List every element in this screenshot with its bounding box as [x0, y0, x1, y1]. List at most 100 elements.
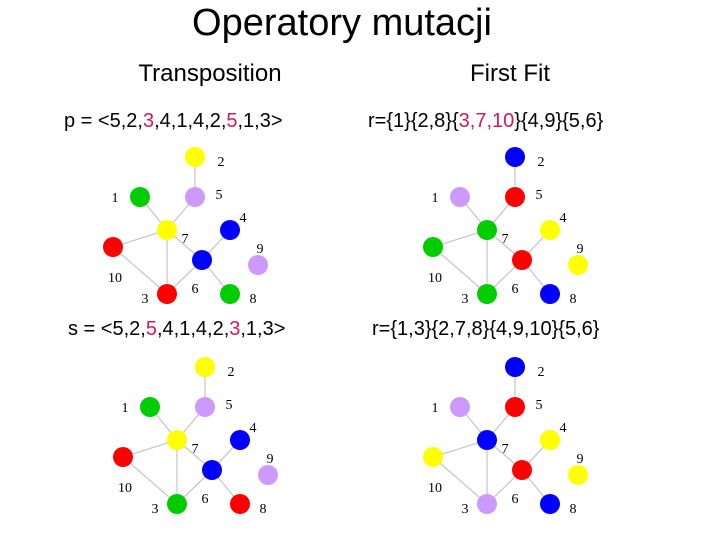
graph-node-9: [568, 255, 588, 275]
graph-node-10: [113, 447, 133, 467]
graph-s: 1 2 3 4 5 6 7 8 9 10: [113, 357, 278, 517]
formula-p: p = <5,2,3,4,1,4,2,5,1,3>: [64, 110, 283, 133]
graph-node-label-4: 4: [250, 421, 257, 436]
graph-node-label-10: 10: [108, 271, 122, 286]
graph-node-10: [423, 447, 443, 467]
graph-node-label-6: 6: [512, 282, 519, 297]
graph-node-label-5: 5: [226, 398, 233, 413]
graph-node-label-2: 2: [538, 365, 545, 380]
graph-node-3: [477, 284, 497, 304]
graph-r-bottom: 1 2 3 4 5 6 7 8 9 10: [423, 357, 588, 517]
graph-node-8: [230, 494, 250, 514]
graph-node-label-4: 4: [560, 421, 567, 436]
graph-node-label-4: 4: [560, 211, 567, 226]
graph-node-2: [185, 147, 205, 167]
graph-p: 1 2 3 4 5 6 7 8 9 10: [103, 147, 268, 307]
graph-node-label-10: 10: [428, 481, 442, 496]
graph-node-label-6: 6: [202, 492, 209, 507]
graph-node-label-10: 10: [118, 481, 132, 496]
column-header-transposition: Transposition: [138, 60, 282, 87]
graph-node-1: [450, 397, 470, 417]
graph-node-label-4: 4: [240, 211, 247, 226]
graph-node-5: [505, 187, 525, 207]
graph-node-label-1: 1: [122, 401, 129, 416]
graph-node-4: [540, 220, 560, 240]
graph-node-6: [202, 460, 222, 480]
graph-node-label-9: 9: [257, 242, 264, 257]
formula-segment: 3,7,10: [458, 110, 515, 132]
graph-node-label-1: 1: [432, 401, 439, 416]
graph-node-label-1: 1: [112, 191, 119, 206]
graph-node-label-5: 5: [536, 398, 543, 413]
formula-segment: 5: [226, 110, 238, 132]
graph-node-4: [230, 430, 250, 450]
graph-node-8: [220, 284, 240, 304]
graph-node-9: [568, 465, 588, 485]
graph-node-3: [477, 494, 497, 514]
graph-node-1: [450, 187, 470, 207]
graph-node-label-2: 2: [228, 365, 235, 380]
graph-node-10: [103, 237, 123, 257]
graph-node-label-3: 3: [462, 502, 469, 517]
graph-edge-10-3: [122, 456, 178, 505]
graph-node-5: [185, 187, 205, 207]
graph-node-6: [512, 250, 532, 270]
graph-node-6: [192, 250, 212, 270]
graph-node-label-9: 9: [267, 452, 274, 467]
graph-node-6: [512, 460, 532, 480]
formula-segment: 3: [142, 110, 155, 132]
graph-node-7: [167, 430, 187, 450]
graph-node-2: [505, 357, 525, 377]
formula-segment: ,1,3>: [240, 318, 286, 340]
graph-node-10: [423, 237, 443, 257]
graph-node-8: [540, 284, 560, 304]
formula-segment: 5: [145, 318, 157, 340]
graph-node-label-8: 8: [250, 292, 257, 307]
graph-node-8: [540, 494, 560, 514]
graph-node-label-5: 5: [536, 188, 543, 203]
graph-node-label-6: 6: [512, 492, 519, 507]
graph-node-5: [195, 397, 215, 417]
graph-node-label-3: 3: [142, 292, 149, 307]
graph-node-2: [195, 357, 215, 377]
formula-segment: 3: [229, 318, 241, 340]
graph-edge-10-3: [112, 246, 168, 295]
graph-node-label-1: 1: [432, 191, 439, 206]
formula-r-top: r={1}{2,8}{3,7,10}{4,9}{5,6}: [368, 110, 603, 133]
graph-node-9: [258, 465, 278, 485]
graph-node-4: [540, 430, 560, 450]
graph-node-1: [140, 397, 160, 417]
graph-node-7: [477, 430, 497, 450]
formula-segment: p = <5,2,: [64, 110, 143, 132]
graph-node-label-5: 5: [216, 188, 223, 203]
formula-segment: ,4,1,4,2,: [156, 318, 230, 340]
graph-node-7: [477, 220, 497, 240]
formula-r-bottom: r={1,3}{2,7,8}{4,9,10}{5,6}: [372, 318, 599, 341]
formula-segment: s = <5,2,: [68, 318, 146, 340]
graph-node-4: [220, 220, 240, 240]
graph-node-7: [157, 220, 177, 240]
graph-node-label-2: 2: [218, 155, 225, 170]
graph-node-label-8: 8: [260, 502, 267, 517]
graph-node-label-3: 3: [152, 502, 159, 517]
graph-node-label-3: 3: [462, 292, 469, 307]
formula-segment: ,4,1,4,2,: [154, 110, 227, 132]
formula-segment: r={1}{2,8}{: [368, 110, 459, 132]
slide-title: Operatory mutacji: [192, 2, 492, 44]
formula-segment: ,1,3>: [237, 110, 283, 132]
graph-node-3: [157, 284, 177, 304]
graph-node-label-2: 2: [538, 155, 545, 170]
graph-node-label-7: 7: [502, 442, 509, 457]
graph-node-label-8: 8: [570, 292, 577, 307]
graph-node-label-6: 6: [192, 282, 199, 297]
graph-node-5: [505, 397, 525, 417]
graph-node-label-7: 7: [502, 232, 509, 247]
graph-node-label-9: 9: [577, 452, 584, 467]
graph-node-2: [505, 147, 525, 167]
graph-node-1: [130, 187, 150, 207]
graph-node-3: [167, 494, 187, 514]
graph-node-label-7: 7: [192, 442, 199, 457]
formula-segment: r={1,3}{2,7,8}{4,9,10}{5,6}: [372, 318, 600, 340]
graph-r-top: 1 2 3 4 5 6 7 8 9 10: [423, 147, 588, 307]
column-header-first-fit: First Fit: [470, 60, 550, 87]
